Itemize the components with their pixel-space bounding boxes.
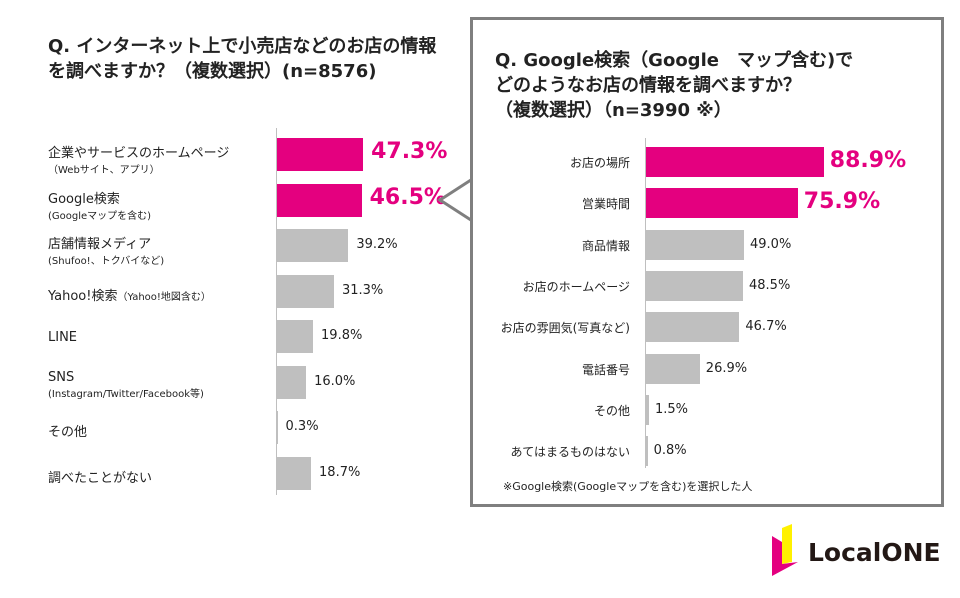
label-sub: (Googleマップを含む) — [48, 210, 152, 222]
category-label: Yahoo!検索（Yahoo!地図含む） — [48, 285, 211, 304]
category-label: お店の場所 — [569, 156, 630, 170]
bar — [277, 183, 362, 217]
category-label: 調べたことがない — [48, 467, 152, 486]
bar — [646, 147, 824, 177]
title-line: （複数選択）（n=3990 ※） — [495, 100, 732, 121]
bar — [277, 456, 312, 490]
value-label: 0.3% — [285, 419, 319, 434]
footnote: ※Google検索(Googleマップを含む)を選択した人 — [503, 480, 753, 493]
value-label: 46.7% — [745, 319, 787, 335]
right-chart-box: Q. Google検索（Google マップ含む)で どのようなお店の情報を調べ… — [470, 17, 944, 507]
label-text: SNS — [48, 369, 75, 385]
value-label: 18.7% — [319, 464, 361, 480]
bar — [277, 320, 314, 353]
value-label: 47.3% — [371, 139, 448, 164]
category-label: お店の雰囲気(写真など) — [500, 321, 630, 336]
value-label: 46.5% — [369, 184, 446, 210]
left-chart-title: Q. インターネット上で小売店などのお店の情報を調べますか？（複数選択）(n=8… — [48, 36, 437, 82]
label-sub: (Shufoo!、トクバイなど) — [48, 256, 165, 267]
value-label: 49.0% — [750, 236, 792, 252]
left-axis — [276, 128, 277, 495]
label-text: Google検索 — [48, 191, 120, 207]
category-label: お店のホームページ — [522, 279, 630, 294]
label-sub: (Instagram/Twitter/Facebook等) — [48, 388, 204, 400]
label-text: Yahoo!検索 — [48, 288, 118, 304]
category-label: 企業やサービスのホームページ （Webサイト、アプリ） — [48, 142, 229, 177]
category-label: その他 — [593, 403, 630, 418]
right-chart-title: Q. Google検索（Google マップ含む)で どのようなお店の情報を調べ… — [495, 48, 853, 123]
label-text: 店舗情報メディア — [48, 237, 152, 252]
bar — [646, 312, 740, 343]
value-label: 0.8% — [653, 443, 687, 459]
category-label: SNS (Instagram/Twitter/Facebook等) — [48, 370, 204, 401]
value-label: 19.8% — [321, 328, 363, 343]
title-line: Q. Google検索（Google マップ含む)で — [495, 50, 854, 71]
category-label: 店舗情報メディア (Shufoo!、トクバイなど) — [48, 233, 164, 268]
label-sub: （Yahoo!地図含む） — [117, 291, 211, 303]
label-text: 企業やサービスのホームページ — [48, 146, 230, 161]
title-line: どのようなお店の情報を調べますか？ — [495, 75, 801, 96]
right-axis — [645, 138, 646, 468]
category-label: その他 — [48, 421, 87, 440]
localone-logo: LocalONE — [770, 524, 950, 584]
category-label: Google検索 (Googleマップを含む) — [48, 188, 151, 223]
value-label: 31.3% — [341, 282, 384, 298]
category-label: あてはまるものはない — [510, 445, 630, 460]
bar — [646, 188, 798, 219]
value-label: 16.0% — [314, 373, 356, 389]
bar — [277, 411, 278, 444]
value-label: 39.2% — [356, 237, 398, 252]
value-label: 88.9% — [829, 148, 907, 173]
label-text: LINE — [48, 330, 78, 345]
label-text: その他 — [48, 425, 88, 440]
bar — [277, 365, 307, 399]
value-label: 1.5% — [655, 401, 689, 417]
bar — [646, 394, 649, 425]
value-label: 75.9% — [803, 189, 881, 215]
bar — [646, 229, 744, 260]
bar — [646, 270, 743, 301]
logo-mark: LocalONE — [772, 524, 941, 576]
bar — [277, 274, 334, 308]
value-label: 48.5% — [749, 277, 791, 293]
label-sub: （Webサイト、アプリ） — [48, 165, 160, 176]
svg-text:LocalONE: LocalONE — [808, 538, 941, 567]
bar — [646, 353, 700, 384]
bar — [277, 138, 364, 171]
bar — [277, 229, 349, 262]
category-label: LINE — [48, 330, 77, 345]
category-label: 商品情報 — [581, 238, 630, 253]
bar — [646, 436, 648, 467]
category-label: 営業時間 — [581, 197, 630, 212]
category-label: 電話番号 — [581, 362, 630, 377]
label-text: 調べたことがない — [48, 470, 153, 486]
value-label: 26.9% — [705, 360, 748, 376]
